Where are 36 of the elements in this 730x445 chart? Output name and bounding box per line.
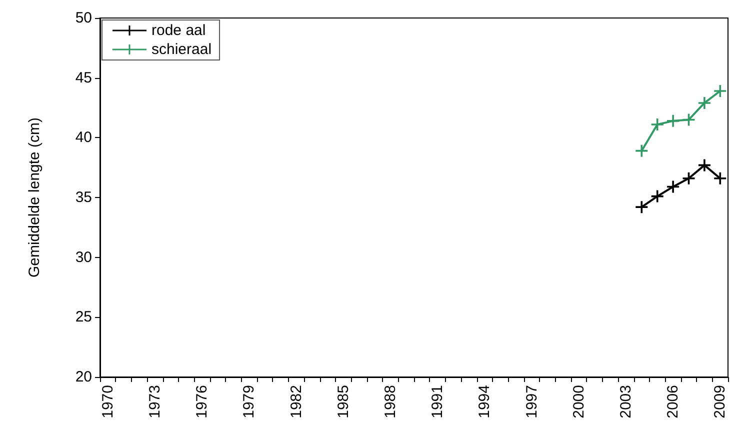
y-axis-title: Gemiddelde lengte (cm) xyxy=(26,117,43,278)
point xyxy=(682,112,696,127)
point xyxy=(650,189,664,204)
point xyxy=(698,96,712,110)
point xyxy=(698,158,712,172)
x-tick-label: 1985 xyxy=(334,385,352,418)
x-tick-label: 2009 xyxy=(712,385,729,418)
point xyxy=(713,171,728,186)
x-tick-label: 1970 xyxy=(99,385,116,418)
x-tick-label: 1982 xyxy=(288,385,305,418)
x-tick-label: 1973 xyxy=(146,385,164,418)
point xyxy=(713,84,728,98)
y-tick-label: 40 xyxy=(75,129,92,146)
point xyxy=(682,171,696,186)
legend-label: schieraal xyxy=(152,41,212,58)
y-tick-label: 30 xyxy=(75,248,92,266)
point xyxy=(634,200,649,214)
point xyxy=(666,114,680,128)
x-tick-label: 1994 xyxy=(476,385,494,418)
x-tick-label: 1976 xyxy=(194,385,211,418)
y-tick-label: 50 xyxy=(75,10,92,26)
y-tick-label: 20 xyxy=(75,368,92,386)
x-tick-label: 2000 xyxy=(570,385,588,418)
legend-label: rode aal xyxy=(152,22,206,39)
point xyxy=(666,180,680,194)
x-tick-label: 1979 xyxy=(240,385,258,418)
x-tick-label: 2006 xyxy=(664,385,682,418)
y-tick-label: 35 xyxy=(75,189,92,206)
point xyxy=(650,118,664,132)
y-tick-label: 45 xyxy=(75,69,92,86)
point xyxy=(634,144,649,158)
x-tick-label: 1997 xyxy=(523,385,540,418)
x-tick-label: 1991 xyxy=(429,385,446,418)
x-tick-label: 1988 xyxy=(382,385,399,418)
x-tick-label: 2003 xyxy=(617,385,634,418)
y-tick-label: 25 xyxy=(75,308,92,326)
